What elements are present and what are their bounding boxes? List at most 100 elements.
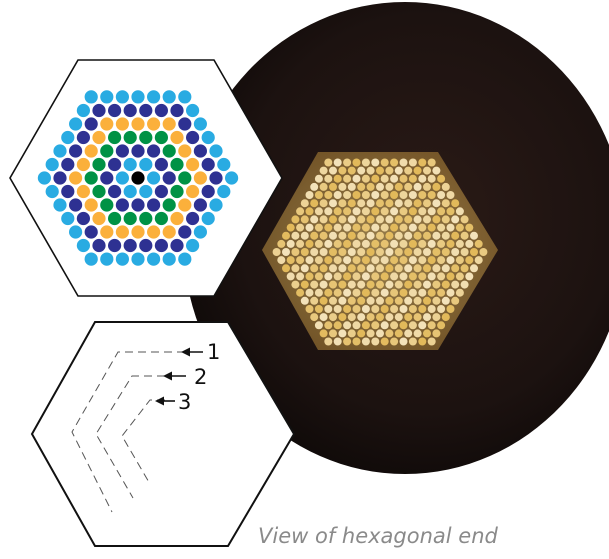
photo-fiber-dot: [286, 256, 295, 265]
photo-fiber-dot: [460, 280, 469, 289]
photo-fiber-dot: [352, 191, 361, 199]
photo-fiber-dot: [427, 321, 436, 330]
photo-fiber-dot: [446, 256, 455, 265]
photo-fiber-dot: [437, 191, 446, 199]
photo-fiber-dot: [352, 239, 361, 248]
photo-fiber-dot: [427, 174, 436, 183]
photo-fiber-dot: [474, 239, 483, 248]
ring-fiber-dot: [178, 117, 192, 131]
ring-fiber-dot: [45, 157, 59, 172]
ring-fiber-dot: [69, 117, 83, 131]
photo-fiber-dot: [390, 272, 399, 281]
photo-fiber-dot: [361, 337, 370, 346]
photo-fiber-dot: [291, 231, 300, 240]
photo-fiber-dot: [376, 248, 384, 256]
photo-fiber-dot: [385, 280, 394, 289]
photo-fiber-dot: [432, 329, 441, 338]
photo-fiber-dot: [423, 231, 431, 240]
photo-fiber-dot: [343, 207, 352, 216]
photo-fiber-dot: [371, 321, 380, 330]
photo-fiber-dot: [432, 166, 441, 175]
ring-fiber-dot: [162, 117, 176, 131]
photo-fiber-dot: [380, 288, 389, 297]
photo-fiber-dot: [423, 313, 431, 322]
photo-fiber-dot: [451, 280, 460, 289]
arrow-1-icon: [181, 347, 203, 357]
photo-fiber-dot: [314, 223, 323, 232]
photo-fiber-dot: [460, 248, 469, 256]
photo-fiber-dot: [437, 272, 446, 281]
ring-fiber-dot: [108, 103, 122, 118]
path-label-1: 1: [207, 340, 220, 364]
photo-fiber-dot: [352, 207, 361, 216]
ring-fiber-dot: [115, 144, 129, 158]
photo-fiber-dot: [329, 280, 337, 289]
ring-fiber-dot: [61, 211, 75, 226]
photo-fiber-dot: [324, 305, 333, 313]
photo-fiber-dot: [347, 166, 356, 175]
photo-fiber-dot: [333, 223, 342, 232]
photo-fiber-dot: [319, 166, 328, 175]
ring-fiber-dot: [92, 211, 106, 226]
photo-fiber-dot: [329, 329, 337, 338]
photo-fiber-dot: [282, 231, 290, 240]
photo-fiber-dot: [347, 231, 356, 240]
photo-fiber-dot: [371, 305, 380, 313]
photo-fiber-dot: [296, 239, 305, 248]
photo-fiber-dot: [385, 215, 394, 224]
photo-fiber-dot: [418, 174, 427, 183]
ring-fiber-dot: [131, 225, 145, 239]
photo-fiber-dot: [376, 199, 384, 208]
ring-fiber-dot: [61, 184, 75, 199]
photo-fiber-dot: [319, 264, 328, 273]
photo-fiber-dot: [310, 248, 319, 256]
photo-fiber-dot: [347, 215, 356, 224]
photo-fiber-dot: [291, 280, 300, 289]
photo-fiber-dot: [427, 223, 436, 232]
photo-fiber-dot: [394, 199, 403, 208]
ring-fiber-dot: [201, 157, 215, 172]
photo-fiber-dot: [343, 321, 352, 330]
photo-fiber-dot: [314, 174, 323, 183]
ring-fiber-dot: [61, 130, 75, 145]
ring-fiber-dot: [123, 157, 137, 172]
photo-fiber-dot: [343, 337, 352, 346]
photo-fiber-dot: [291, 248, 300, 256]
ring-fiber-dot: [147, 198, 161, 212]
path-2-line: [95, 375, 165, 499]
ring-fiber-dot: [154, 157, 168, 172]
photo-fiber-dot: [446, 207, 455, 216]
photo-fiber-dot: [305, 256, 314, 265]
photo-fiber-dot: [296, 288, 305, 297]
ring-fiber-dot: [147, 117, 161, 131]
photo-fiber-dot: [446, 288, 455, 297]
photo-fiber-dot: [333, 288, 342, 297]
photo-fiber-dot: [300, 215, 309, 224]
ring-fiber-dot: [123, 103, 137, 118]
photo-fiber-dot: [413, 199, 422, 208]
photo-fiber-dot: [432, 296, 441, 305]
ring-fiber-dot: [84, 252, 98, 266]
photo-fiber-dot: [376, 329, 384, 338]
photo-fiber-dot: [451, 248, 460, 256]
photo-fiber-dot: [371, 223, 380, 232]
photo-fiber-dot: [446, 305, 455, 313]
photo-fiber-dot: [404, 313, 413, 322]
photo-fiber-dot: [310, 215, 319, 224]
photo-fiber-dot: [376, 215, 384, 224]
photo-fiber-dot: [277, 256, 286, 265]
photo-fiber-dot: [432, 231, 441, 240]
photo-fiber-dot: [361, 223, 370, 232]
photo-fiber-dot: [347, 248, 356, 256]
photo-fiber-dot: [324, 256, 333, 265]
ring-fiber-dot: [217, 184, 231, 199]
ring-fiber-dot: [53, 198, 67, 212]
ring-fiber-dot: [92, 184, 106, 199]
photo-fiber-dot: [366, 182, 375, 191]
photo-fiber-dot: [404, 166, 413, 175]
photo-fiber-dot: [408, 158, 417, 167]
ring-fiber-dot: [108, 184, 122, 199]
photo-fiber-dot: [333, 337, 342, 346]
photo-fiber-dot: [451, 264, 460, 273]
photo-fiber-dot: [376, 182, 384, 191]
